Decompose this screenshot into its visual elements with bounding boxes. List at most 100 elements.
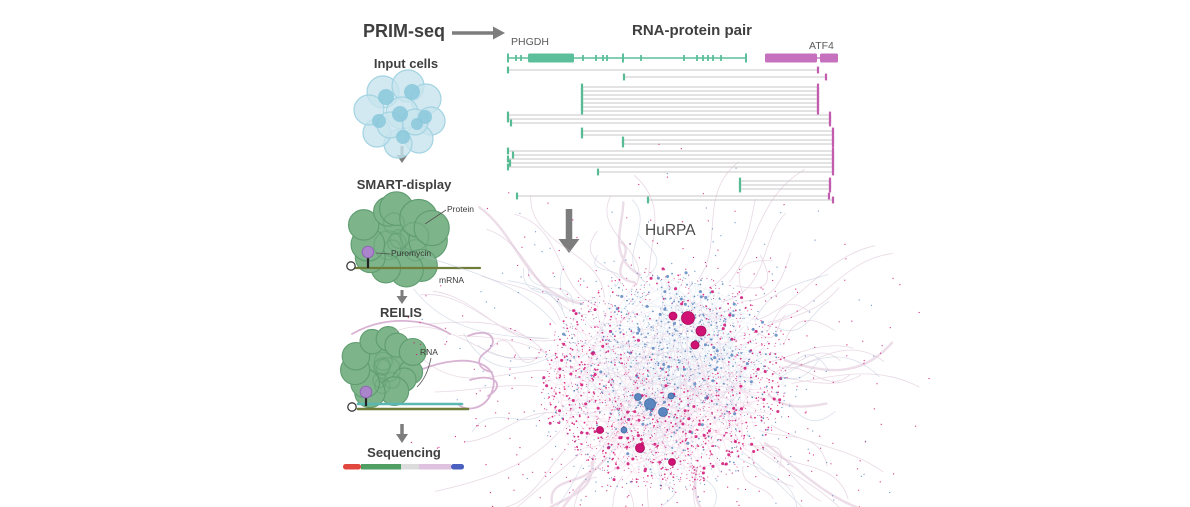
- read-protein-end: [831, 151, 835, 159]
- read-pair: [509, 119, 832, 127]
- sequencing-segment: [361, 464, 401, 470]
- read-protein-end: [827, 192, 831, 200]
- read-rna-end: [509, 119, 513, 127]
- read-pair: [506, 147, 835, 155]
- read-pair: [506, 66, 820, 74]
- network-hub-blue: [644, 398, 656, 410]
- hairpin-loop: [346, 261, 356, 271]
- puromycin-pointer-line: [375, 252, 391, 255]
- network-hub-magenta: [681, 311, 695, 325]
- network-edges-blue: [545, 275, 784, 490]
- network-hub-blue: [667, 392, 675, 400]
- network-tendrils-blue: [413, 199, 880, 507]
- sequencing-segment: [419, 464, 451, 470]
- read-pair: [621, 136, 835, 144]
- read-rna-end: [580, 127, 584, 135]
- input-cells-label: Input cells: [373, 56, 439, 71]
- reilis-label: REILIS: [380, 305, 422, 320]
- hairpin-loop: [347, 402, 357, 412]
- read-pair: [738, 185, 832, 193]
- network-hub-blue: [634, 393, 642, 401]
- read-pair: [580, 95, 820, 103]
- read-rna-end: [506, 115, 510, 123]
- read-rna-end: [511, 151, 515, 159]
- cell-nucleus: [396, 130, 410, 144]
- read-pair: [622, 73, 828, 81]
- network-dots: [562, 271, 778, 456]
- network-hub-blue: [620, 426, 628, 434]
- read-pair: [596, 168, 835, 176]
- read-rna-end: [622, 73, 626, 81]
- gene1-tick: [595, 55, 597, 61]
- read-pairs: [506, 66, 835, 204]
- gene2-label: ATF4: [809, 40, 834, 52]
- read-protein-end: [816, 103, 820, 111]
- gene1-tick: [696, 55, 698, 61]
- read-pair: [580, 87, 820, 95]
- gene1-tick: [640, 55, 642, 61]
- read-rna-end: [580, 103, 584, 111]
- rna-protein-pair-title: RNA-protein pair: [632, 22, 752, 39]
- gene1-tick: [712, 55, 714, 61]
- read-protein-end: [816, 87, 820, 95]
- read-rna-end: [621, 140, 625, 148]
- prim-seq-title: PRIM-seq: [363, 21, 446, 41]
- mrna-label: mRNA: [439, 275, 465, 285]
- network-dots: [554, 272, 786, 487]
- network-hub-magenta: [635, 443, 645, 453]
- flow-arrows: [396, 26, 580, 443]
- gene1-tick: [602, 55, 604, 61]
- network-hub-magenta: [668, 311, 678, 321]
- network-hub-blue: [658, 407, 668, 417]
- read-pair: [515, 192, 831, 200]
- read-protein-end: [831, 127, 835, 135]
- cell-nucleus: [378, 89, 394, 105]
- read-rna-end: [506, 163, 510, 171]
- read-protein-end: [831, 147, 835, 155]
- cell-nucleus: [392, 106, 408, 122]
- read-rna-end: [738, 177, 742, 185]
- network-dots: [421, 167, 891, 504]
- read-pair: [506, 115, 832, 123]
- gene1-tick: [606, 55, 608, 61]
- network-hub-magenta: [690, 340, 700, 350]
- read-protein-end: [816, 107, 820, 115]
- gene1-tick: [582, 55, 584, 61]
- read-pair: [508, 159, 835, 167]
- network-hub-magenta: [695, 325, 707, 337]
- sequencing-bar: [343, 464, 464, 470]
- network-dots: [407, 143, 930, 507]
- read-rna-end: [506, 155, 510, 163]
- gene1-exon: [528, 53, 574, 63]
- read-rna-end: [580, 95, 584, 103]
- read-protein-end: [828, 177, 832, 185]
- read-rna-end: [580, 91, 584, 99]
- gene1-tall-tick: [622, 53, 624, 63]
- read-protein-end: [828, 115, 832, 123]
- read-protein-end: [831, 155, 835, 163]
- protein-label: Protein: [447, 204, 474, 214]
- gene-track: [507, 53, 838, 63]
- cell-nucleus: [411, 118, 423, 130]
- gene1-tick: [707, 55, 709, 61]
- read-rna-end: [621, 136, 625, 144]
- read-protein-end: [816, 99, 820, 107]
- rna-strand: [351, 319, 451, 335]
- rna-label: RNA: [420, 347, 438, 357]
- read-rna-end: [580, 107, 584, 115]
- gene1-tick: [515, 55, 517, 61]
- read-protein-end: [831, 168, 835, 176]
- gene1-tick: [520, 55, 522, 61]
- read-pair: [580, 103, 820, 111]
- gene1-tall-tick: [745, 53, 747, 63]
- read-rna-end: [596, 168, 600, 176]
- network-wisps: [478, 201, 894, 507]
- rna-strand: [467, 331, 494, 373]
- smart-display-illustration: [346, 191, 482, 288]
- rna-pointer-line: [416, 357, 432, 388]
- read-rna-end: [738, 181, 742, 189]
- read-rna-end: [580, 87, 584, 95]
- read-protein-end: [831, 159, 835, 167]
- read-protein-end: [831, 136, 835, 144]
- sequencing-segment: [451, 464, 464, 470]
